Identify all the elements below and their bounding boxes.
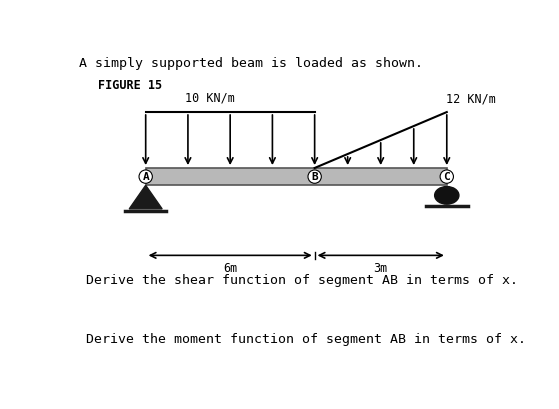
Text: Derive the shear function of segment AB in terms of x.: Derive the shear function of segment AB … [86,274,518,287]
Text: A: A [143,172,149,182]
Circle shape [435,187,459,204]
Text: 10 KN/m: 10 KN/m [185,91,235,104]
Text: 3m: 3m [373,262,388,275]
Text: A simply supported beam is loaded as shown.: A simply supported beam is loaded as sho… [78,57,423,70]
Text: C: C [443,172,450,182]
Text: Derive the moment function of segment AB in terms of x.: Derive the moment function of segment AB… [86,333,527,346]
Text: 12 KN/m: 12 KN/m [446,93,495,106]
Text: FIGURE 15: FIGURE 15 [98,79,162,92]
Text: 6m: 6m [223,262,237,275]
Bar [146,168,447,185]
Text: B: B [311,172,318,182]
Polygon shape [129,185,162,209]
